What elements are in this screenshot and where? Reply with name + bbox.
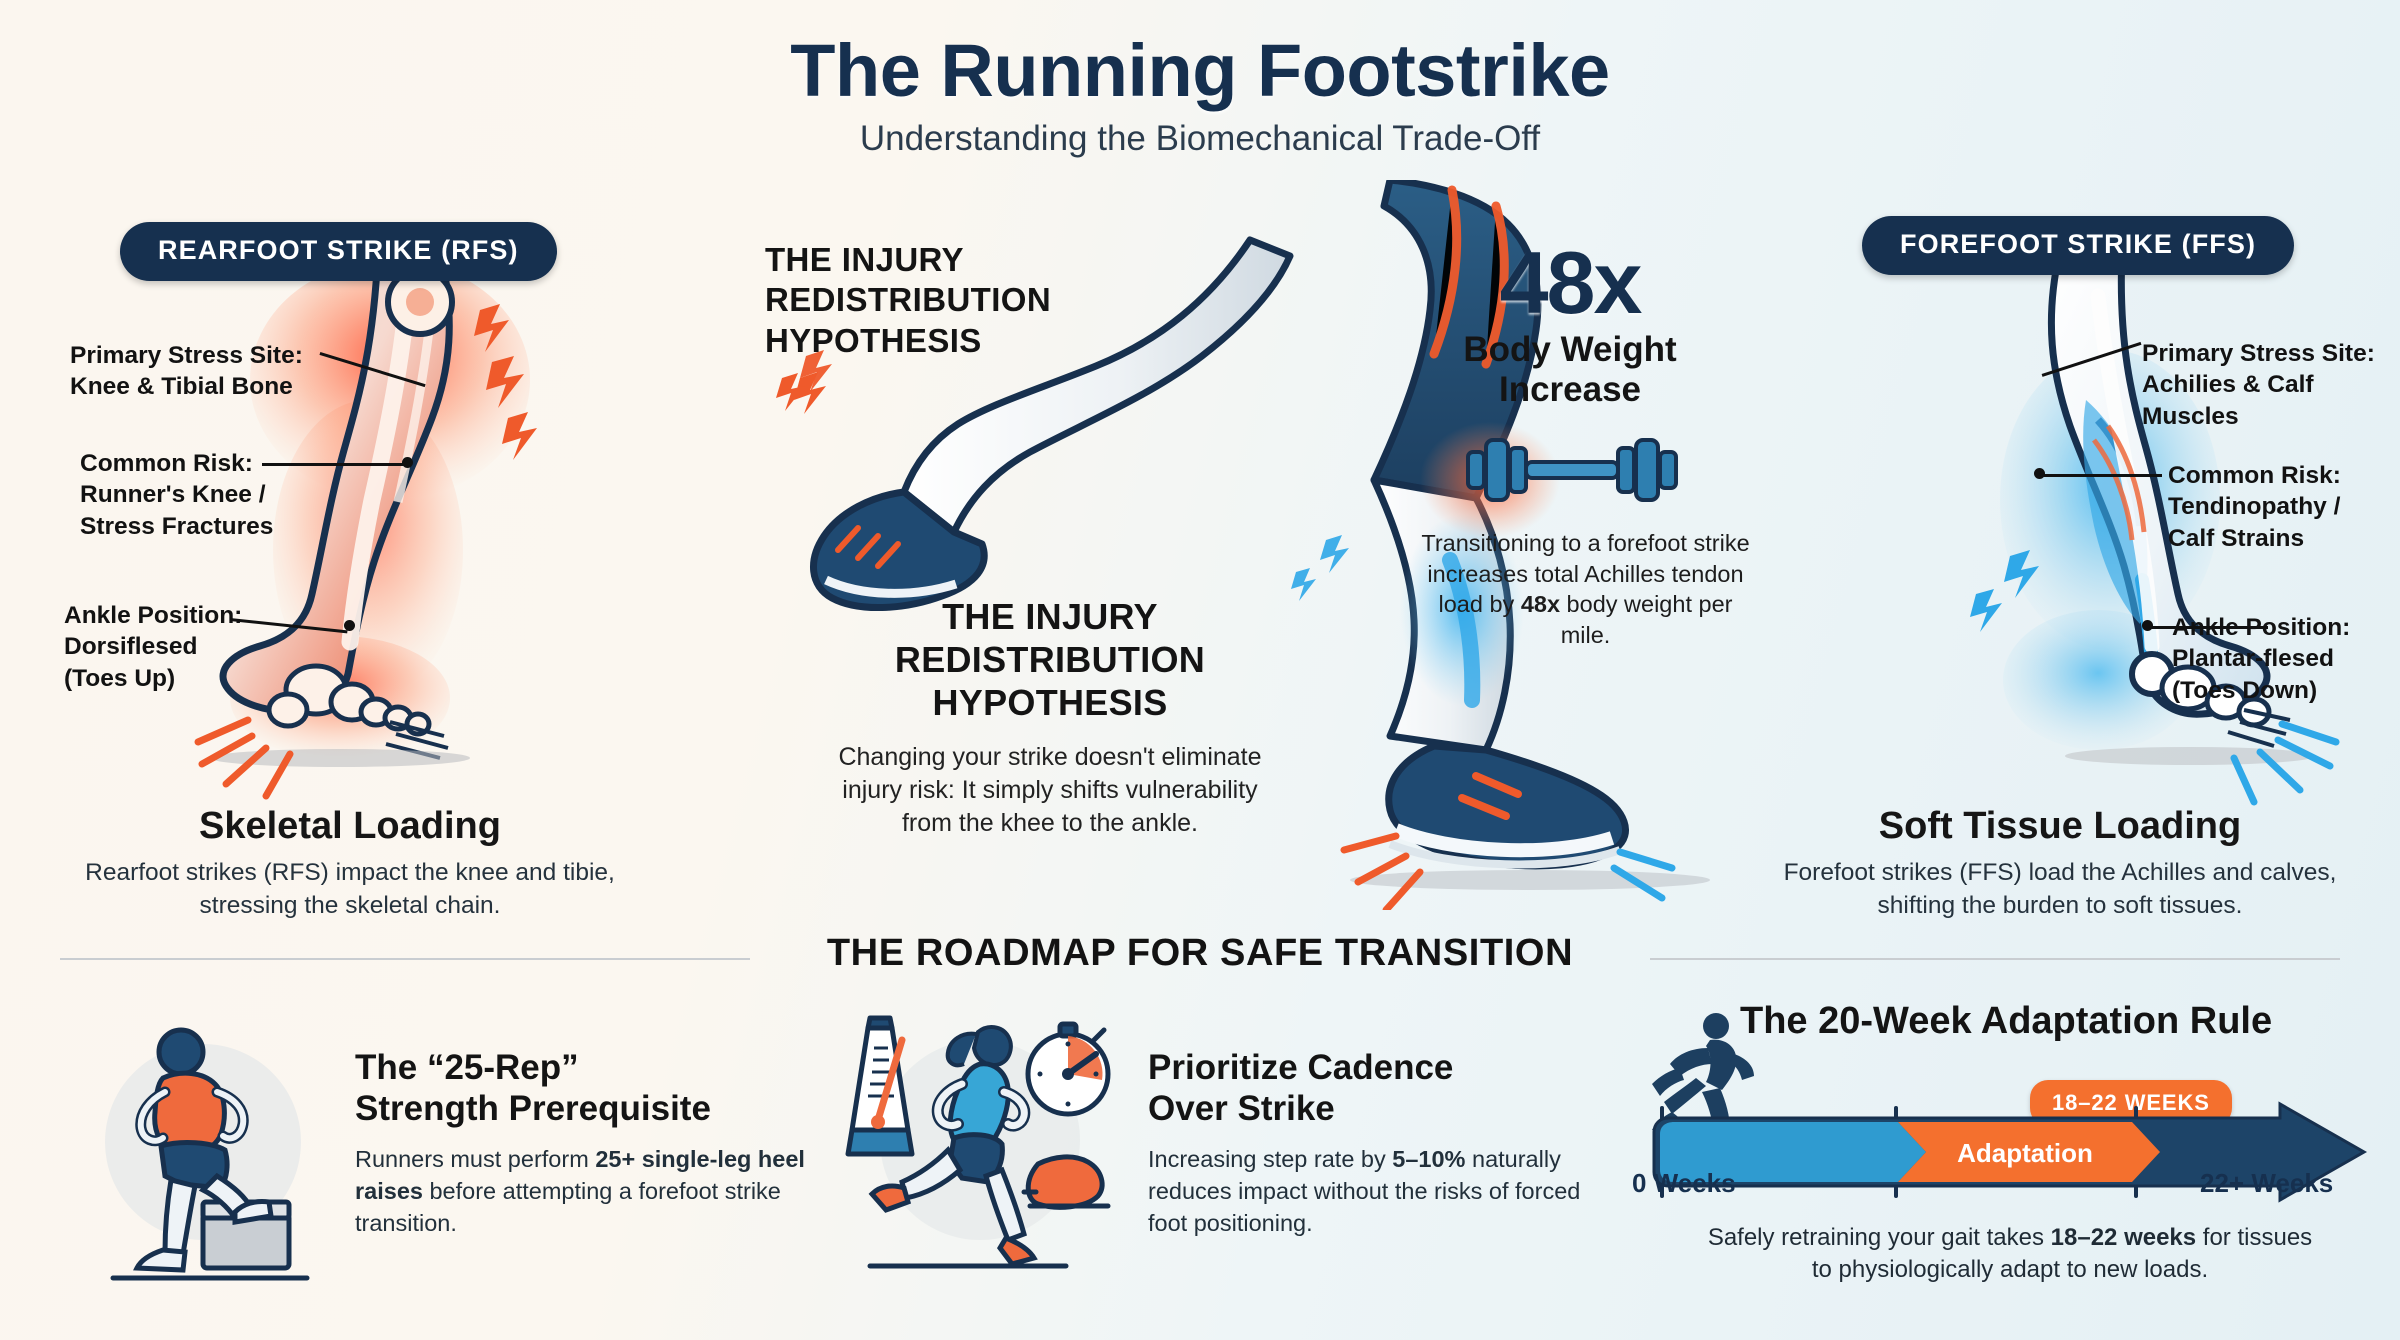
stat-note-prefix: Transitioning to a forefoot strike incre…	[1421, 530, 1750, 618]
leader-endpoint-dot	[2034, 468, 2045, 479]
stat-note-suffix: body weight per mile.	[1560, 591, 1733, 648]
dumbbell-icon	[1466, 438, 1678, 502]
leader-endpoint-dot	[402, 457, 413, 468]
timeline-end-label: 22+ Weeks	[2200, 1168, 2334, 1198]
callout-ffs-common-risk: Common Risk: Tendinopathy / Calf Strains	[2168, 460, 2341, 554]
divider-left	[60, 958, 750, 960]
card-body: Increasing step rate by 5–10% naturally …	[1148, 1144, 1603, 1240]
hyp-main-line3: HYPOTHESIS	[932, 682, 1168, 724]
rearfoot-strike-pill: REARFOOT STRIKE (RFS)	[120, 222, 557, 281]
callout-rfs-ankle-position: Ankle Position: Dorsiflesed (Toes Up)	[64, 600, 242, 694]
callout-sub: Runner's Knee /	[80, 481, 266, 509]
hyp-main-line2: REDISTRIBUTION	[894, 639, 1206, 681]
timeline-note-bold: 18–22 weeks	[2050, 1224, 2197, 1251]
timeline-segment-label: Adaptation	[1957, 1138, 2093, 1168]
leader-line	[262, 463, 408, 466]
caption-body: Forefoot strikes (FFS) load the Achilles…	[1783, 859, 2337, 919]
leader-endpoint-dot	[344, 620, 355, 631]
callout-sub: Tendinopathy /	[2168, 493, 2341, 521]
stat-value: 48x	[1499, 233, 1643, 332]
timeline-title: The 20-Week Adaptation Rule	[1740, 1000, 2273, 1042]
callout-ffs-primary-stress: Primary Stress Site: Achilies & Calf Mus…	[2142, 338, 2375, 432]
card-heading-line1: The “25-Rep”	[355, 1048, 579, 1087]
timeline-note: Safely retraining your gait takes 18–22 …	[1700, 1222, 2320, 1286]
card-body-bold: 25+ single-leg heel raises	[355, 1145, 805, 1204]
callout-sub2: Stress Fractures	[80, 512, 274, 540]
roadmap-card-cadence: Prioritize Cadence Over Strike Increasin…	[1148, 1048, 1603, 1240]
card-body-bold: 5–10%	[1392, 1145, 1466, 1172]
forefoot-strike-pill: FOREFOOT STRIKE (FFS)	[1862, 216, 2295, 275]
callout-rfs-primary-stress: Primary Stress Site: Knee & Tibial Bone	[70, 340, 303, 403]
card-heading-line2: Strength Prerequisite	[355, 1088, 711, 1128]
stat-block: 48x Body Weight Increase	[1430, 233, 1710, 410]
callout-title: Common Risk:	[2168, 462, 2341, 489]
callout-rfs-common-risk: Common Risk: Runner's Knee / Stress Frac…	[80, 448, 273, 542]
callout-sub: Knee & Tibial Bone	[70, 373, 293, 401]
page-title: The Running Footstrike	[790, 29, 1610, 112]
right-panel-caption: Soft Tissue Loading Forefoot strikes (FF…	[1760, 805, 2360, 922]
card-body-prefix: Runners must perform	[355, 1145, 596, 1172]
callout-sub2: (Toes Down)	[2172, 676, 2318, 704]
caption-heading: Skeletal Loading	[199, 805, 501, 847]
timeline-note-suffix: for tissues to physiologically adapt to …	[1811, 1224, 2313, 1284]
leader-line	[2148, 626, 2268, 629]
hypothesis-main-block: THE INJURY REDISTRIBUTION HYPOTHESIS Cha…	[820, 595, 1280, 840]
card-body-prefix: Increasing step rate by	[1148, 1145, 1393, 1172]
card-heading-line1: Prioritize Cadence	[1148, 1048, 1454, 1087]
hyp-top-line3: HYPOTHESIS	[765, 321, 982, 359]
page-subtitle: Understanding the Biomechanical Trade-Of…	[859, 119, 1541, 158]
header: The Running Footstrike Understanding the…	[0, 28, 2400, 159]
hyp-top-line2: REDISTRIBUTION	[765, 281, 1052, 319]
forefoot-strike-leg-illustration	[1970, 250, 2340, 806]
card-body: Runners must perform 25+ single-leg heel…	[355, 1144, 805, 1240]
callout-title: Primary Stress Site:	[2142, 340, 2375, 367]
caption-body: Rearfoot strikes (RFS) impact the knee a…	[85, 859, 615, 919]
callout-sub2: (Toes Up)	[64, 664, 176, 692]
leader-line	[2040, 474, 2162, 477]
stat-note-bold: 48x	[1520, 591, 1561, 618]
stat-label-line2: Increase	[1498, 370, 1642, 410]
callout-sub2: Muscles	[2142, 402, 2239, 430]
callout-sub: Dorsiflesed	[64, 633, 198, 661]
card-body-suffix: naturally reduces impact without the ris…	[1148, 1145, 1581, 1236]
card-body-suffix: before attempting a forefoot strike tran…	[355, 1177, 781, 1236]
callout-sub: Achilies & Calf	[2142, 371, 2314, 399]
hypothesis-top-heading: THE INJURY REDISTRIBUTION HYPOTHESIS	[765, 240, 1051, 361]
runner-metronome-stopwatch-icon	[845, 1015, 1111, 1269]
timeline-note-prefix: Safely retraining your gait takes	[1707, 1224, 2051, 1251]
roadmap-heading: THE ROADMAP FOR SAFE TRANSITION	[826, 932, 1574, 974]
left-panel-caption: Skeletal Loading Rearfoot strikes (RFS) …	[60, 805, 640, 922]
caption-heading: Soft Tissue Loading	[1878, 805, 2242, 847]
card-heading-line2: Over Strike	[1148, 1088, 1335, 1128]
callout-ffs-ankle-position: Ankle Position: Plantar-flesed (Toes Dow…	[2172, 612, 2350, 706]
center-runner-legs-illustration	[776, 180, 1710, 910]
divider-right	[1650, 958, 2340, 960]
hyp-main-line1: THE INJURY	[942, 596, 1158, 637]
stat-note: Transitioning to a forefoot strike incre…	[1418, 528, 1753, 650]
roadmap-card-strength: The “25-Rep” Strength Prerequisite Runne…	[355, 1048, 805, 1240]
step-up-exercise-icon	[105, 1027, 310, 1281]
timeline-arrow-bar: Adaptation	[1652, 1101, 2368, 1203]
callout-sub2: Calf Strains	[2168, 524, 2305, 552]
rearfoot-strike-leg-illustration	[194, 250, 537, 800]
timeline-start-label: 0 Weeks	[1632, 1168, 1736, 1198]
callout-sub: Plantar-flesed	[2172, 645, 2335, 673]
hyp-main-body: Changing your strike doesn't eliminate i…	[838, 742, 1262, 837]
callout-title: Primary Stress Site:	[70, 342, 303, 369]
callout-title: Ankle Position:	[64, 602, 243, 629]
callout-title: Common Risk:	[80, 450, 253, 477]
stat-label-line1: Body Weight	[1463, 330, 1677, 370]
hyp-top-line1: THE INJURY	[765, 241, 964, 278]
leader-endpoint-dot	[2142, 620, 2153, 631]
